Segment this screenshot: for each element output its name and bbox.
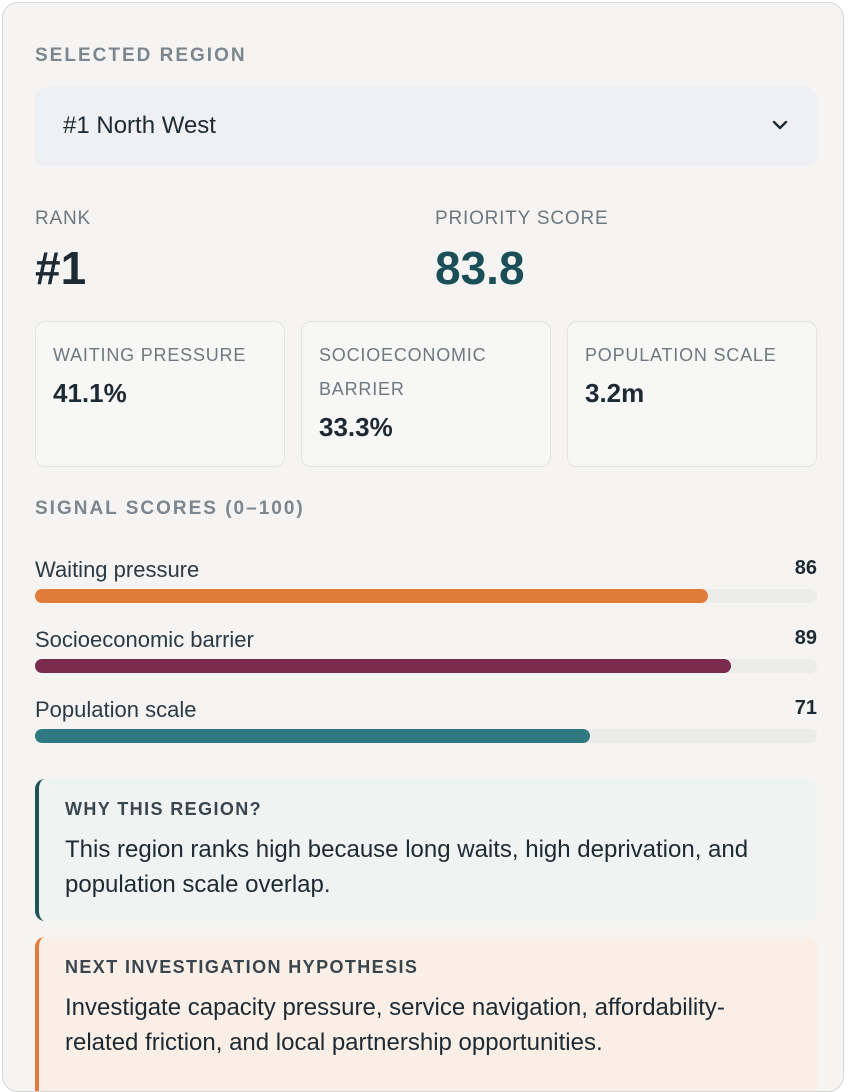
metric-card-socioeconomic-barrier: SOCIOECONOMIC BARRIER 33.3% <box>301 321 551 467</box>
region-select-value: #1 North West <box>63 112 216 139</box>
metric-card-value: 41.1% <box>53 378 127 408</box>
why-this-region-title: WHY THIS REGION? <box>65 799 263 819</box>
next-investigation-callout: NEXT INVESTIGATION HYPOTHESIS Investigat… <box>35 937 817 1091</box>
next-investigation-title: NEXT INVESTIGATION HYPOTHESIS <box>65 957 419 977</box>
priority-score-value: 83.8 <box>435 242 525 294</box>
region-select[interactable]: #1 North West <box>35 87 817 167</box>
priority-score-label: PRIORITY SCORE <box>435 208 609 229</box>
rank-value: #1 <box>35 242 87 294</box>
why-this-region-callout: WHY THIS REGION? This region ranks high … <box>35 779 817 921</box>
signal-score: 89 <box>794 627 817 649</box>
signal-scores-label: SIGNAL SCORES (0–100) <box>35 498 305 519</box>
selected-region-label: SELECTED REGION <box>35 45 247 66</box>
signal-fill-waiting-pressure <box>35 589 708 603</box>
metric-card-population-scale: POPULATION SCALE 3.2m <box>567 321 817 467</box>
chevron-down-icon <box>772 120 788 130</box>
metric-card-label: POPULATION SCALE <box>585 345 777 365</box>
rank-label: RANK <box>35 208 91 229</box>
signal-track <box>35 589 817 603</box>
signal-track <box>35 659 817 673</box>
metric-cards: WAITING PRESSURE 41.1% SOCIOECONOMIC BAR… <box>35 321 817 467</box>
signal-row-population-scale: Population scale 71 <box>35 697 817 757</box>
signal-label: Waiting pressure <box>35 557 200 582</box>
signal-track <box>35 729 817 743</box>
why-this-region-body: This region ranks high because long wait… <box>65 836 749 898</box>
metric-card-value: 33.3% <box>319 412 393 442</box>
metric-card-label: SOCIOECONOMIC BARRIER <box>319 345 487 399</box>
signal-row-socioeconomic-barrier: Socioeconomic barrier 89 <box>35 627 817 687</box>
signal-fill-population-scale <box>35 729 591 743</box>
signal-row-waiting-pressure: Waiting pressure 86 <box>35 557 817 617</box>
signal-label: Population scale <box>35 697 197 722</box>
signal-score: 71 <box>794 697 817 719</box>
signal-fill-socioeconomic-barrier <box>35 659 731 673</box>
next-investigation-body: Investigate capacity pressure, service n… <box>65 994 725 1056</box>
metric-card-value: 3.2m <box>585 378 645 408</box>
metric-card-label: WAITING PRESSURE <box>53 345 247 365</box>
signal-label: Socioeconomic barrier <box>35 627 254 652</box>
signal-score: 86 <box>794 557 817 579</box>
metric-card-waiting-pressure: WAITING PRESSURE 41.1% <box>35 321 285 467</box>
